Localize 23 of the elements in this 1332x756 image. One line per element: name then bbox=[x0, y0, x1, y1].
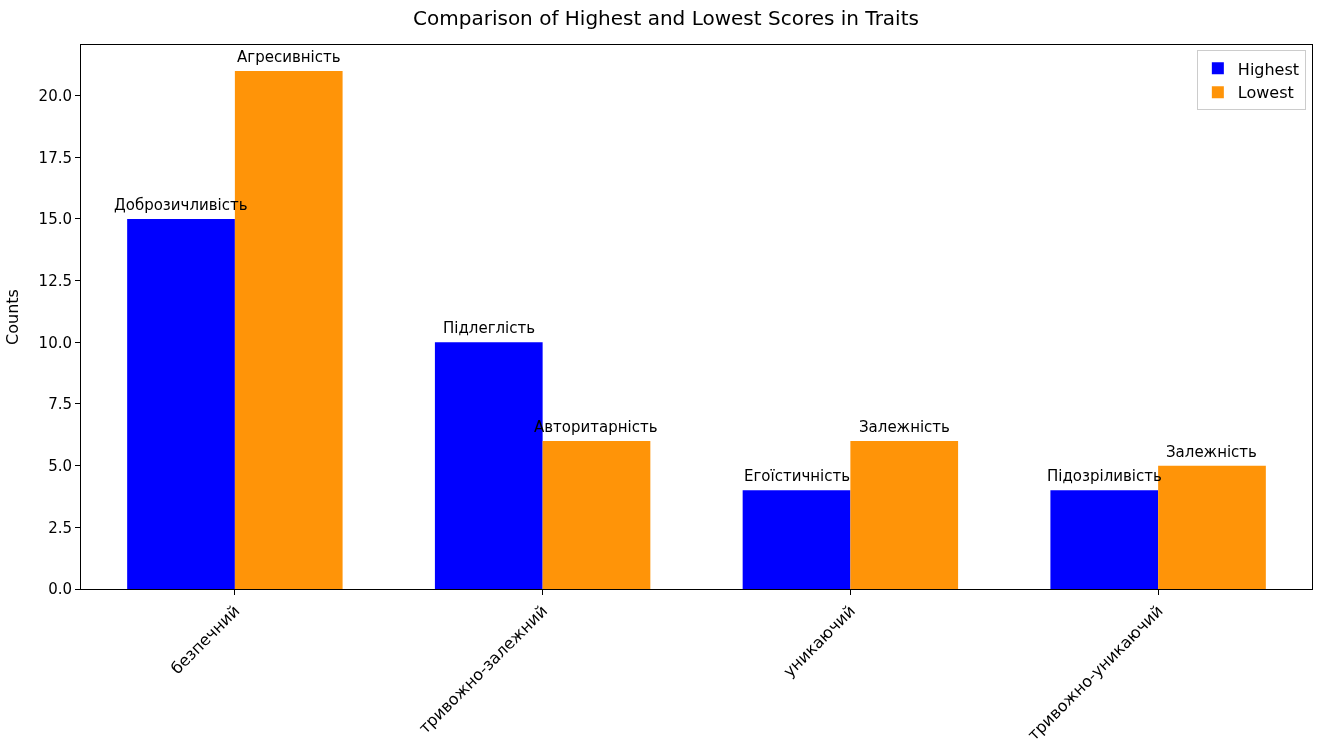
y-tick-label: 17.5 bbox=[38, 148, 72, 167]
y-tick-label: 12.5 bbox=[38, 271, 72, 290]
y-tick-label: 5.0 bbox=[48, 456, 72, 475]
data-label: Залежність bbox=[1166, 443, 1257, 461]
y-tick-label: 0.0 bbox=[48, 580, 72, 599]
legend-label: Highest bbox=[1237, 59, 1300, 79]
y-tick-label: 20.0 bbox=[38, 86, 72, 105]
bar bbox=[1050, 490, 1159, 589]
bar bbox=[742, 490, 851, 589]
bar bbox=[127, 218, 235, 589]
legend-label: Lowest bbox=[1237, 83, 1294, 103]
y-tick-label: 7.5 bbox=[48, 395, 72, 414]
data-label: Залежність bbox=[859, 418, 950, 436]
y-tick-label: 2.5 bbox=[48, 518, 72, 537]
y-tick-label: 15.0 bbox=[38, 210, 72, 229]
data-label: Егоїстичність bbox=[744, 467, 851, 485]
y-axis-title: Counts bbox=[3, 289, 23, 345]
chart-title: Comparison of Highest and Lowest Scores in Traits bbox=[413, 6, 919, 31]
y-tick-label: 10.0 bbox=[38, 333, 72, 352]
data-label: Підлеглість bbox=[443, 319, 536, 337]
data-label: Агресивність bbox=[237, 48, 341, 66]
bar bbox=[850, 440, 959, 589]
bar bbox=[542, 440, 651, 589]
